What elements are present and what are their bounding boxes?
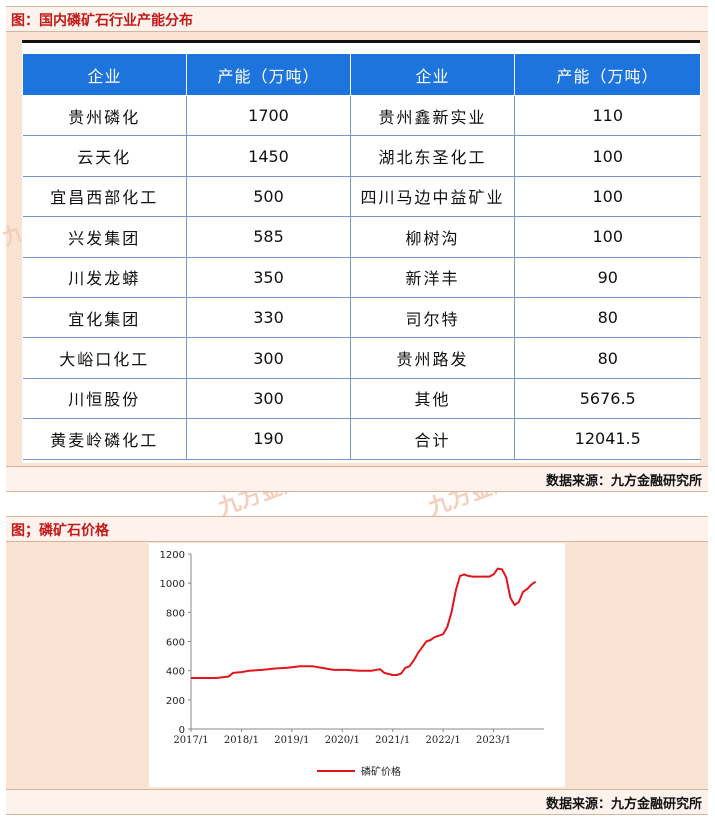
x-tick-label: 2017/1 [173, 735, 208, 746]
table-row: 川恒股份 300 其他 5676.5 [22, 377, 701, 420]
table-row: 宜化集团 330 司尔特 80 [22, 296, 701, 339]
header-company: 企业 [22, 53, 187, 96]
company-cell: 兴发集团 [22, 216, 187, 258]
y-tick-label: 1200 [160, 550, 185, 561]
table-row: 大峪口化工 300 贵州路发 80 [22, 337, 701, 379]
company-cell: 宜化集团 [22, 296, 187, 339]
header-capacity: 产能（万吨） [186, 53, 351, 96]
capacity-cell: 300 [186, 377, 351, 420]
price-panel-header: 图；磷矿石价格 [6, 516, 708, 542]
capacity-cell: 100 [514, 135, 701, 177]
table-header-row: 企业 产能（万吨） 企业 产能（万吨） [22, 53, 701, 96]
capacity-cell: 190 [186, 418, 351, 460]
company-cell: 贵州路发 [350, 337, 515, 379]
x-tick-label: 2023/1 [476, 735, 511, 746]
capacity-cell: 350 [186, 256, 351, 298]
capacity-cell: 100 [514, 216, 701, 258]
capacity-cell: 585 [186, 216, 351, 258]
company-cell: 湖北东圣化工 [350, 135, 515, 177]
capacity-cell: 80 [514, 296, 701, 339]
company-cell: 新洋丰 [350, 256, 515, 298]
capacity-cell: 1700 [186, 94, 351, 137]
company-cell: 川发龙蟒 [22, 256, 187, 298]
company-cell: 司尔特 [350, 296, 515, 339]
company-cell: 四川马边中益矿业 [350, 175, 515, 218]
capacity-cell: 100 [514, 175, 701, 218]
header-capacity: 产能（万吨） [514, 53, 701, 96]
price-series-line [191, 567, 537, 679]
x-tick-label: 2022/1 [426, 735, 461, 746]
capacity-cell: 5676.5 [514, 377, 701, 420]
capacity-cell: 500 [186, 175, 351, 218]
x-tick-label: 2019/1 [274, 735, 309, 746]
source-note: 数据来源：九方金融研究所 [545, 797, 702, 812]
y-tick-label: 800 [166, 608, 185, 619]
company-cell: 柳树沟 [350, 216, 515, 258]
table-row: 宜昌西部化工 500 四川马边中益矿业 100 [22, 175, 701, 218]
company-cell: 云天化 [22, 135, 187, 177]
company-cell: 川恒股份 [22, 377, 187, 420]
price-panel-title: 图；磷矿石价格 [11, 523, 109, 539]
capacity-cell: 110 [514, 94, 701, 137]
y-tick-label: 400 [166, 667, 185, 678]
price-chart-svg: 0 200 400 600 800 1000 1200 2017/1 2018/1 2019/1 2… [160, 550, 544, 778]
company-cell: 其他 [350, 377, 515, 420]
source-note: 数据来源：九方金融研究所 [545, 474, 702, 489]
capacity-cell: 1450 [186, 135, 351, 177]
y-tick-label: 600 [166, 638, 185, 649]
capacity-cell: 90 [514, 256, 701, 298]
table-top-rule [22, 40, 700, 43]
capacity-panel-header: 图：国内磷矿石行业产能分布 [6, 6, 708, 32]
table-row: 黄麦岭磷化工 190 合计 12041.5 [22, 418, 701, 460]
company-cell: 贵州鑫新实业 [350, 94, 515, 137]
capacity-cell: 330 [186, 296, 351, 339]
legend-label: 磷矿价格 [361, 765, 401, 778]
x-tick-label: 2021/1 [375, 735, 410, 746]
capacity-panel: 图：国内磷矿石行业产能分布 九方金融 九方金融 九方金融 企业 产能（万吨） 企… [0, 6, 708, 521]
y-tick-label: 200 [166, 696, 185, 707]
company-cell: 大峪口化工 [22, 337, 187, 379]
table-row: 川发龙蟒 350 新洋丰 90 [22, 256, 701, 298]
company-cell: 宜昌西部化工 [22, 175, 187, 218]
y-tick-label: 1000 [160, 579, 185, 590]
table-row: 云天化 1450 湖北东圣化工 100 [22, 135, 701, 177]
x-tick-label: 2018/1 [224, 735, 259, 746]
capacity-panel-footer: 数据来源：九方金融研究所 [6, 466, 708, 492]
capacity-table: 企业 产能（万吨） 企业 产能（万吨） 贵州磷化 1700 贵州鑫新实业 110 云天化… [22, 53, 701, 460]
table-row: 兴发集团 585 柳树沟 100 [22, 216, 701, 258]
capacity-cell: 300 [186, 337, 351, 379]
price-panel-footer: 数据来源：九方金融研究所 [6, 789, 708, 815]
x-tick-label: 2020/1 [325, 735, 360, 746]
capacity-cell: 80 [514, 337, 701, 379]
price-chart: 0 200 400 600 800 1000 1200 2017/1 2018/1 2019/1 2… [149, 543, 565, 787]
company-cell: 黄麦岭磷化工 [22, 418, 187, 460]
company-cell: 贵州磷化 [22, 94, 187, 137]
capacity-panel-title: 图：国内磷矿石行业产能分布 [11, 13, 193, 29]
y-tick-label: 0 [179, 725, 185, 736]
header-company: 企业 [350, 53, 515, 96]
table-row: 贵州磷化 1700 贵州鑫新实业 110 [22, 94, 701, 137]
capacity-table-container: 企业 产能（万吨） 企业 产能（万吨） 贵州磷化 1700 贵州鑫新实业 110 云天化… [22, 40, 701, 463]
capacity-cell: 12041.5 [514, 418, 701, 460]
company-cell: 合计 [350, 418, 515, 460]
